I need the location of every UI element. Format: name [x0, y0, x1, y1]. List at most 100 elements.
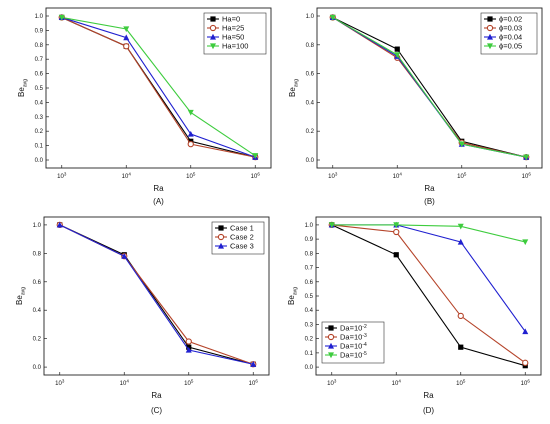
- legend-label: Da=10-3: [340, 333, 367, 342]
- legend-entry: Case 3: [215, 242, 254, 251]
- legend-label: Case 1: [230, 224, 254, 233]
- y-tick-label: 0.8: [33, 251, 42, 257]
- x-tick-label: 104: [122, 172, 132, 181]
- x-tick-label: 106: [522, 172, 532, 181]
- y-tick-label: 0.5: [305, 294, 314, 300]
- data-point: [250, 361, 257, 367]
- series-line: [61, 16, 256, 157]
- legend-marker: [328, 342, 334, 349]
- series-line: [61, 16, 256, 158]
- y-tick-label: 0.1: [35, 144, 44, 150]
- data-point: [329, 14, 336, 21]
- x-tick-label: 104: [393, 172, 403, 181]
- data-point: [458, 141, 465, 148]
- legend-entry: Ha=25: [207, 24, 244, 33]
- y-axis-label: Beavg: [288, 79, 300, 97]
- data-point: [187, 141, 194, 148]
- panel-label: (B): [424, 197, 435, 206]
- y-tick-label: 0.2: [306, 129, 315, 135]
- legend-entry: ϕ=0.03: [484, 24, 522, 33]
- legend-label: ϕ=0.04: [499, 33, 522, 42]
- data-point: [522, 328, 529, 335]
- y-tick-label: 0.0: [305, 365, 314, 371]
- x-axis-label: Ra: [151, 391, 162, 400]
- legend-entry: ϕ=0.05: [484, 42, 522, 51]
- data-point: [121, 252, 128, 259]
- data-point: [523, 154, 530, 161]
- panel-label: (A): [153, 197, 164, 206]
- panel-d: 0.0 0.1 0.2 0.3 0.4 0.5 0.6 0.7 0.8 0.9 1.0 103 104 1…: [287, 216, 542, 415]
- legend-marker: [487, 16, 493, 22]
- data-point: [187, 109, 194, 116]
- y-tick-label: 0.4: [33, 308, 42, 314]
- y-tick-label: 0.6: [35, 72, 44, 78]
- x-tick-label: 104: [392, 379, 402, 388]
- legend-marker: [328, 325, 334, 331]
- y-tick-label: 0.8: [305, 251, 314, 257]
- y-tick-label: 0.3: [35, 115, 44, 121]
- y-tick-label: 0.9: [35, 28, 44, 34]
- legend-marker: [486, 24, 494, 32]
- legend-label: Ha=100: [222, 42, 248, 51]
- y-tick-label: 1.0: [35, 14, 44, 20]
- x-tick-label: 106: [249, 379, 259, 388]
- legend-marker: [210, 43, 216, 50]
- y-tick-label: 0.1: [305, 351, 314, 357]
- legend-entry: ϕ=0.04: [484, 33, 522, 42]
- series-line: [331, 224, 526, 332]
- x-axis-label: Ra: [424, 184, 435, 193]
- legend-marker: [218, 242, 224, 249]
- series-line: [59, 224, 254, 365]
- series-line: [61, 16, 256, 158]
- series-line: [332, 16, 527, 158]
- data-point: [123, 34, 130, 41]
- y-tick-label: 1.0: [305, 223, 314, 229]
- data-point: [457, 312, 464, 320]
- legend-label: Ha=25: [222, 24, 244, 33]
- x-tick-label: 104: [120, 379, 130, 388]
- legend-marker: [487, 43, 493, 50]
- data-point: [457, 238, 464, 245]
- panel-a: 0.0 0.1 0.2 0.3 0.4 0.5 0.6 0.7 0.8 0.9 1.0 103 104 1…: [17, 7, 272, 206]
- legend-label: Case 3: [230, 242, 254, 251]
- data-point: [56, 221, 63, 228]
- y-tick-label: 0.2: [35, 129, 44, 135]
- y-tick-label: 1.0: [306, 14, 315, 20]
- x-tick-label: 105: [456, 379, 466, 388]
- legend-label: Case 2: [230, 233, 254, 242]
- y-tick-label: 0.4: [305, 308, 314, 314]
- legend-entry: Da=10-5: [325, 351, 367, 360]
- series-line: [331, 224, 526, 367]
- data-point: [393, 228, 400, 236]
- y-tick-label: 0.7: [35, 57, 44, 63]
- plot-frame: [316, 7, 543, 169]
- data-point: [457, 223, 464, 230]
- y-tick-label: 0.4: [35, 100, 44, 106]
- y-tick-label: 0.2: [305, 337, 314, 343]
- data-point: [58, 14, 65, 21]
- x-tick-label: 106: [251, 172, 261, 181]
- legend-entry: Case 2: [215, 233, 254, 242]
- legend-label: Ha=50: [222, 33, 244, 42]
- legend-entry: Da=10-3: [325, 333, 367, 342]
- y-tick-label: 0.0: [35, 158, 44, 164]
- series-line: [331, 224, 526, 243]
- legend-entry: Ha=0: [207, 15, 240, 24]
- x-tick-label: 106: [521, 379, 531, 388]
- y-axis-label: Beavg: [287, 287, 299, 305]
- x-tick-label: 105: [184, 379, 194, 388]
- y-tick-label: 0.8: [306, 43, 315, 49]
- legend-marker: [487, 33, 493, 40]
- legend-entry: Ha=100: [207, 42, 248, 51]
- series-4: [329, 14, 530, 161]
- panel-label: (D): [423, 406, 434, 415]
- x-tick-label: 103: [327, 379, 337, 388]
- legend-entry: Case 1: [215, 224, 254, 233]
- legend-marker: [210, 33, 216, 40]
- y-tick-label: 0.9: [305, 237, 314, 243]
- data-point: [328, 222, 335, 229]
- legend-entry: Ha=50: [207, 33, 244, 42]
